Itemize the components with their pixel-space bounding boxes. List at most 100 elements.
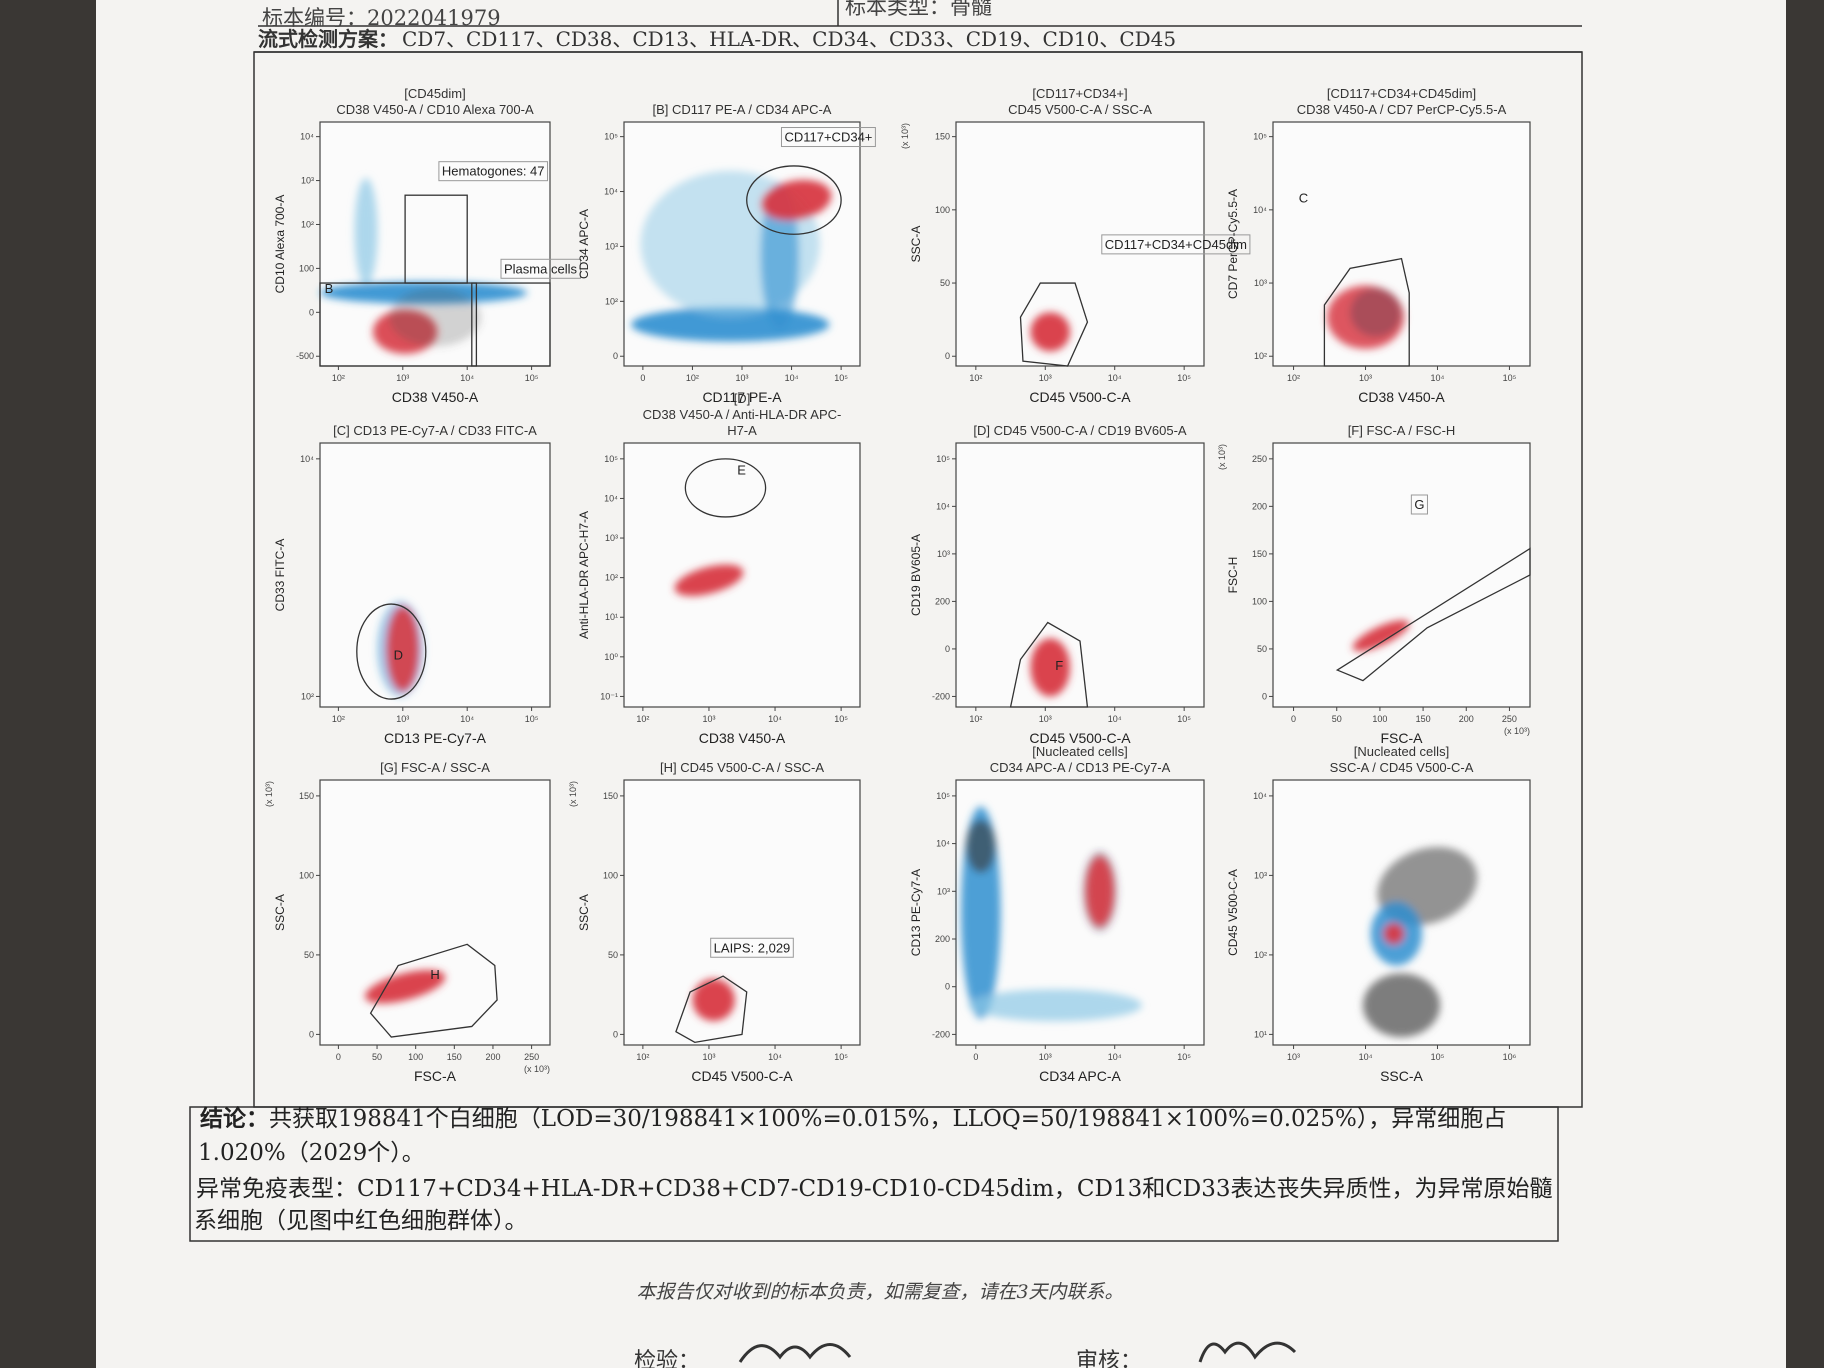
x-tick-label: 10³: [1359, 373, 1372, 383]
y-tick-label: 100: [603, 870, 618, 880]
cell-clouds: [1326, 285, 1405, 349]
plot-frame: [1272, 442, 1531, 708]
x-tick-label: 10²: [969, 714, 982, 724]
y-tick-label: 200: [935, 934, 950, 944]
x-axis-label: CD38 V450-A: [699, 730, 786, 746]
y-tick-label: 10³: [605, 241, 618, 251]
x-tick-label: 200: [485, 1052, 500, 1062]
gate-label: C: [1299, 191, 1308, 206]
gate: [1009, 621, 1089, 708]
y-tick-label: 100: [299, 870, 314, 880]
plot-title: SSC-A / CD45 V500-C-A: [1330, 760, 1474, 775]
x-tick-label: 10³: [702, 714, 715, 724]
flow-plot: [G] FSC-A / SSC-A H 0 50 100 150 200 250 150 100 5…: [264, 760, 551, 1084]
cell-population: [1352, 620, 1410, 652]
x-tick-label: 10²: [686, 373, 699, 383]
x-tick-label: 10⁵: [834, 373, 848, 383]
x-tick-label: 10⁴: [1431, 373, 1445, 383]
y-tick-label: 10⁴: [1253, 791, 1267, 801]
gate-label-box: [438, 161, 549, 182]
y-tick-label: 200: [935, 596, 950, 606]
flow-plot: [H] CD45 V500-C-A / SSC-A LAIPS: 2,029 10²…: [568, 760, 861, 1084]
y-axis-label: CD10 Alexa 700-A: [273, 195, 287, 294]
flow-plot: [C] CD13 PE-Cy7-A / CD33 FITC-A D 10² 10³ 10…: [273, 423, 551, 746]
y-tick-label: 10⁵: [604, 132, 618, 142]
y-tick-label: 100: [299, 263, 314, 273]
cell-clouds: [1030, 312, 1071, 352]
x-unit: (x 10³): [1504, 726, 1530, 736]
plot-title: [Nucleated cells]: [1032, 744, 1127, 759]
y-unit: (x 10³): [900, 123, 910, 149]
x-axis-label: CD45 V500-C-A: [1029, 730, 1131, 746]
cell-population: [965, 819, 996, 873]
x-tick-label: 10³: [1039, 1052, 1052, 1062]
x-tick-label: 10⁵: [1177, 373, 1191, 383]
x-tick-label: 10³: [1039, 714, 1052, 724]
cell-clouds: [674, 564, 744, 596]
y-tick-label: 150: [935, 132, 950, 142]
x-axis-label: CD38 V450-A: [392, 389, 479, 405]
x-tick-label: 10³: [396, 373, 409, 383]
cell-clouds: [320, 178, 527, 354]
conclusion-box: [189, 1106, 1559, 1242]
x-tick-label: 10⁵: [1177, 1052, 1191, 1062]
y-tick-label: 10³: [937, 886, 950, 896]
flow-plot: [CD117+CD34+]CD45 V500-C-A / SSC-A CD117+…: [900, 86, 1251, 405]
y-axis-label: CD13 PE-Cy7-A: [909, 869, 923, 956]
y-tick-label: 50: [1257, 644, 1267, 654]
x-tick-label: 10⁵: [1177, 714, 1191, 724]
y-tick-label: 0: [309, 307, 314, 317]
x-tick-label: 10³: [1287, 1052, 1300, 1062]
cell-population: [761, 179, 832, 221]
plot-title: [CD117+CD34+]: [1032, 86, 1127, 101]
signature: [1198, 1341, 1297, 1363]
label: 结论：: [200, 1105, 269, 1132]
cell-clouds: [1352, 620, 1410, 652]
value: 骨髓: [950, 0, 992, 19]
x-tick-label: 10⁴: [460, 373, 474, 383]
plot-title: CD38 V450-A / CD7 PerCP-Cy5.5-A: [1297, 102, 1507, 117]
gate-label-box: [1101, 234, 1251, 255]
gate: [319, 282, 478, 367]
y-tick-label: 10⁴: [604, 187, 618, 197]
plot-frame: [319, 779, 551, 1046]
y-tick-label: 0: [613, 1029, 618, 1039]
cell-clouds: [377, 601, 424, 697]
plot-title: CD34 APC-A / CD13 PE-Cy7-A: [990, 760, 1171, 775]
gate-label: D: [394, 647, 403, 662]
flow-plot: [CD117+CD34+CD45dim]CD38 V450-A / CD7 Pe…: [1226, 86, 1531, 405]
gate: [1323, 257, 1410, 367]
x-tick-label: 10²: [636, 1052, 649, 1062]
y-tick-label: 10⁵: [936, 791, 950, 801]
y-axis-label: SSC-A: [577, 894, 591, 931]
y-axis-label: FSC-H: [1226, 557, 1240, 594]
y-axis-label: CD33 FITC-A: [273, 539, 287, 612]
y-axis-label: CD7 PerCP-Cy5.5-A: [1226, 189, 1240, 299]
gate-label: H: [430, 967, 439, 982]
y-tick-label: -200: [932, 1029, 950, 1039]
cell-population: [692, 978, 735, 1022]
scheme: 流式检测方案： CD7、CD117、CD38、CD13、HLA-DR、CD34、C…: [258, 27, 1176, 51]
x-tick-label: 10²: [332, 714, 345, 724]
cell-population: [1030, 312, 1071, 352]
gate-label-box: [500, 258, 581, 279]
y-tick-label: 10⁴: [604, 493, 618, 503]
y-tick-label: 10⁴: [1253, 205, 1267, 215]
y-tick-label: 10³: [605, 533, 618, 543]
label: 流式检测方案：: [258, 27, 398, 51]
text: 共获取198841个白细胞（LOD=30/198841×100%=0.015%，…: [269, 1106, 1506, 1132]
y-tick-label: 10²: [301, 219, 314, 229]
x-tick-label: 10⁵: [1503, 373, 1517, 383]
plots: [CD45dim]CD38 V450-A / CD10 Alexa 700-A H…: [264, 86, 1531, 1084]
cell-clouds: [1362, 846, 1478, 1038]
y-tick-label: 10²: [1254, 351, 1267, 361]
cell-clouds: [364, 970, 446, 1004]
y-tick-label: 200: [1252, 501, 1267, 511]
gate-label: CD117+CD34+CD45dim: [1105, 237, 1247, 252]
x-tick-label: 100: [1372, 714, 1387, 724]
cell-population: [674, 564, 744, 596]
x-tick-label: 10²: [1287, 373, 1300, 383]
y-tick-label: 150: [603, 791, 618, 801]
gate-label: CD117+CD34+: [784, 130, 872, 145]
